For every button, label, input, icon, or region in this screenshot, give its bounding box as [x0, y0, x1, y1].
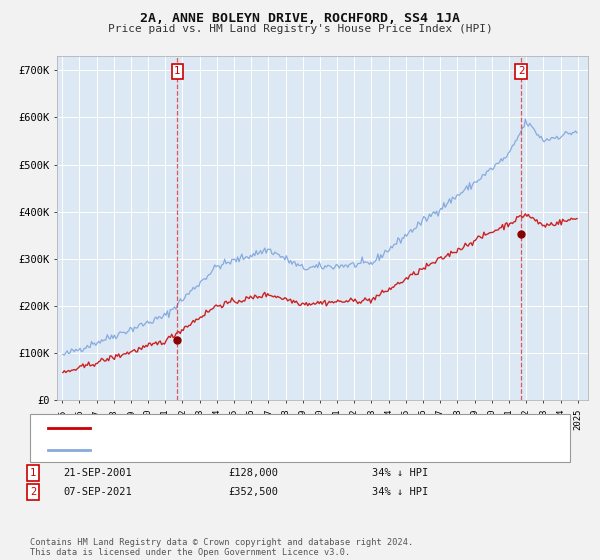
- Text: 07-SEP-2021: 07-SEP-2021: [63, 487, 132, 497]
- Text: HPI: Average price, detached house, Rochford: HPI: Average price, detached house, Roch…: [102, 445, 377, 455]
- Text: 34% ↓ HPI: 34% ↓ HPI: [372, 468, 428, 478]
- Text: £128,000: £128,000: [228, 468, 278, 478]
- Text: 21-SEP-2001: 21-SEP-2001: [63, 468, 132, 478]
- Text: 1: 1: [30, 468, 36, 478]
- Text: 1: 1: [174, 67, 181, 77]
- Text: 2: 2: [30, 487, 36, 497]
- Text: 34% ↓ HPI: 34% ↓ HPI: [372, 487, 428, 497]
- Text: £352,500: £352,500: [228, 487, 278, 497]
- Text: Contains HM Land Registry data © Crown copyright and database right 2024.
This d: Contains HM Land Registry data © Crown c…: [30, 538, 413, 557]
- Text: 2A, ANNE BOLEYN DRIVE, ROCHFORD, SS4 1JA: 2A, ANNE BOLEYN DRIVE, ROCHFORD, SS4 1JA: [140, 12, 460, 25]
- Text: 2: 2: [518, 67, 524, 77]
- Text: 2A, ANNE BOLEYN DRIVE, ROCHFORD, SS4 1JA (detached house): 2A, ANNE BOLEYN DRIVE, ROCHFORD, SS4 1JA…: [102, 423, 458, 433]
- Text: Price paid vs. HM Land Registry's House Price Index (HPI): Price paid vs. HM Land Registry's House …: [107, 24, 493, 34]
